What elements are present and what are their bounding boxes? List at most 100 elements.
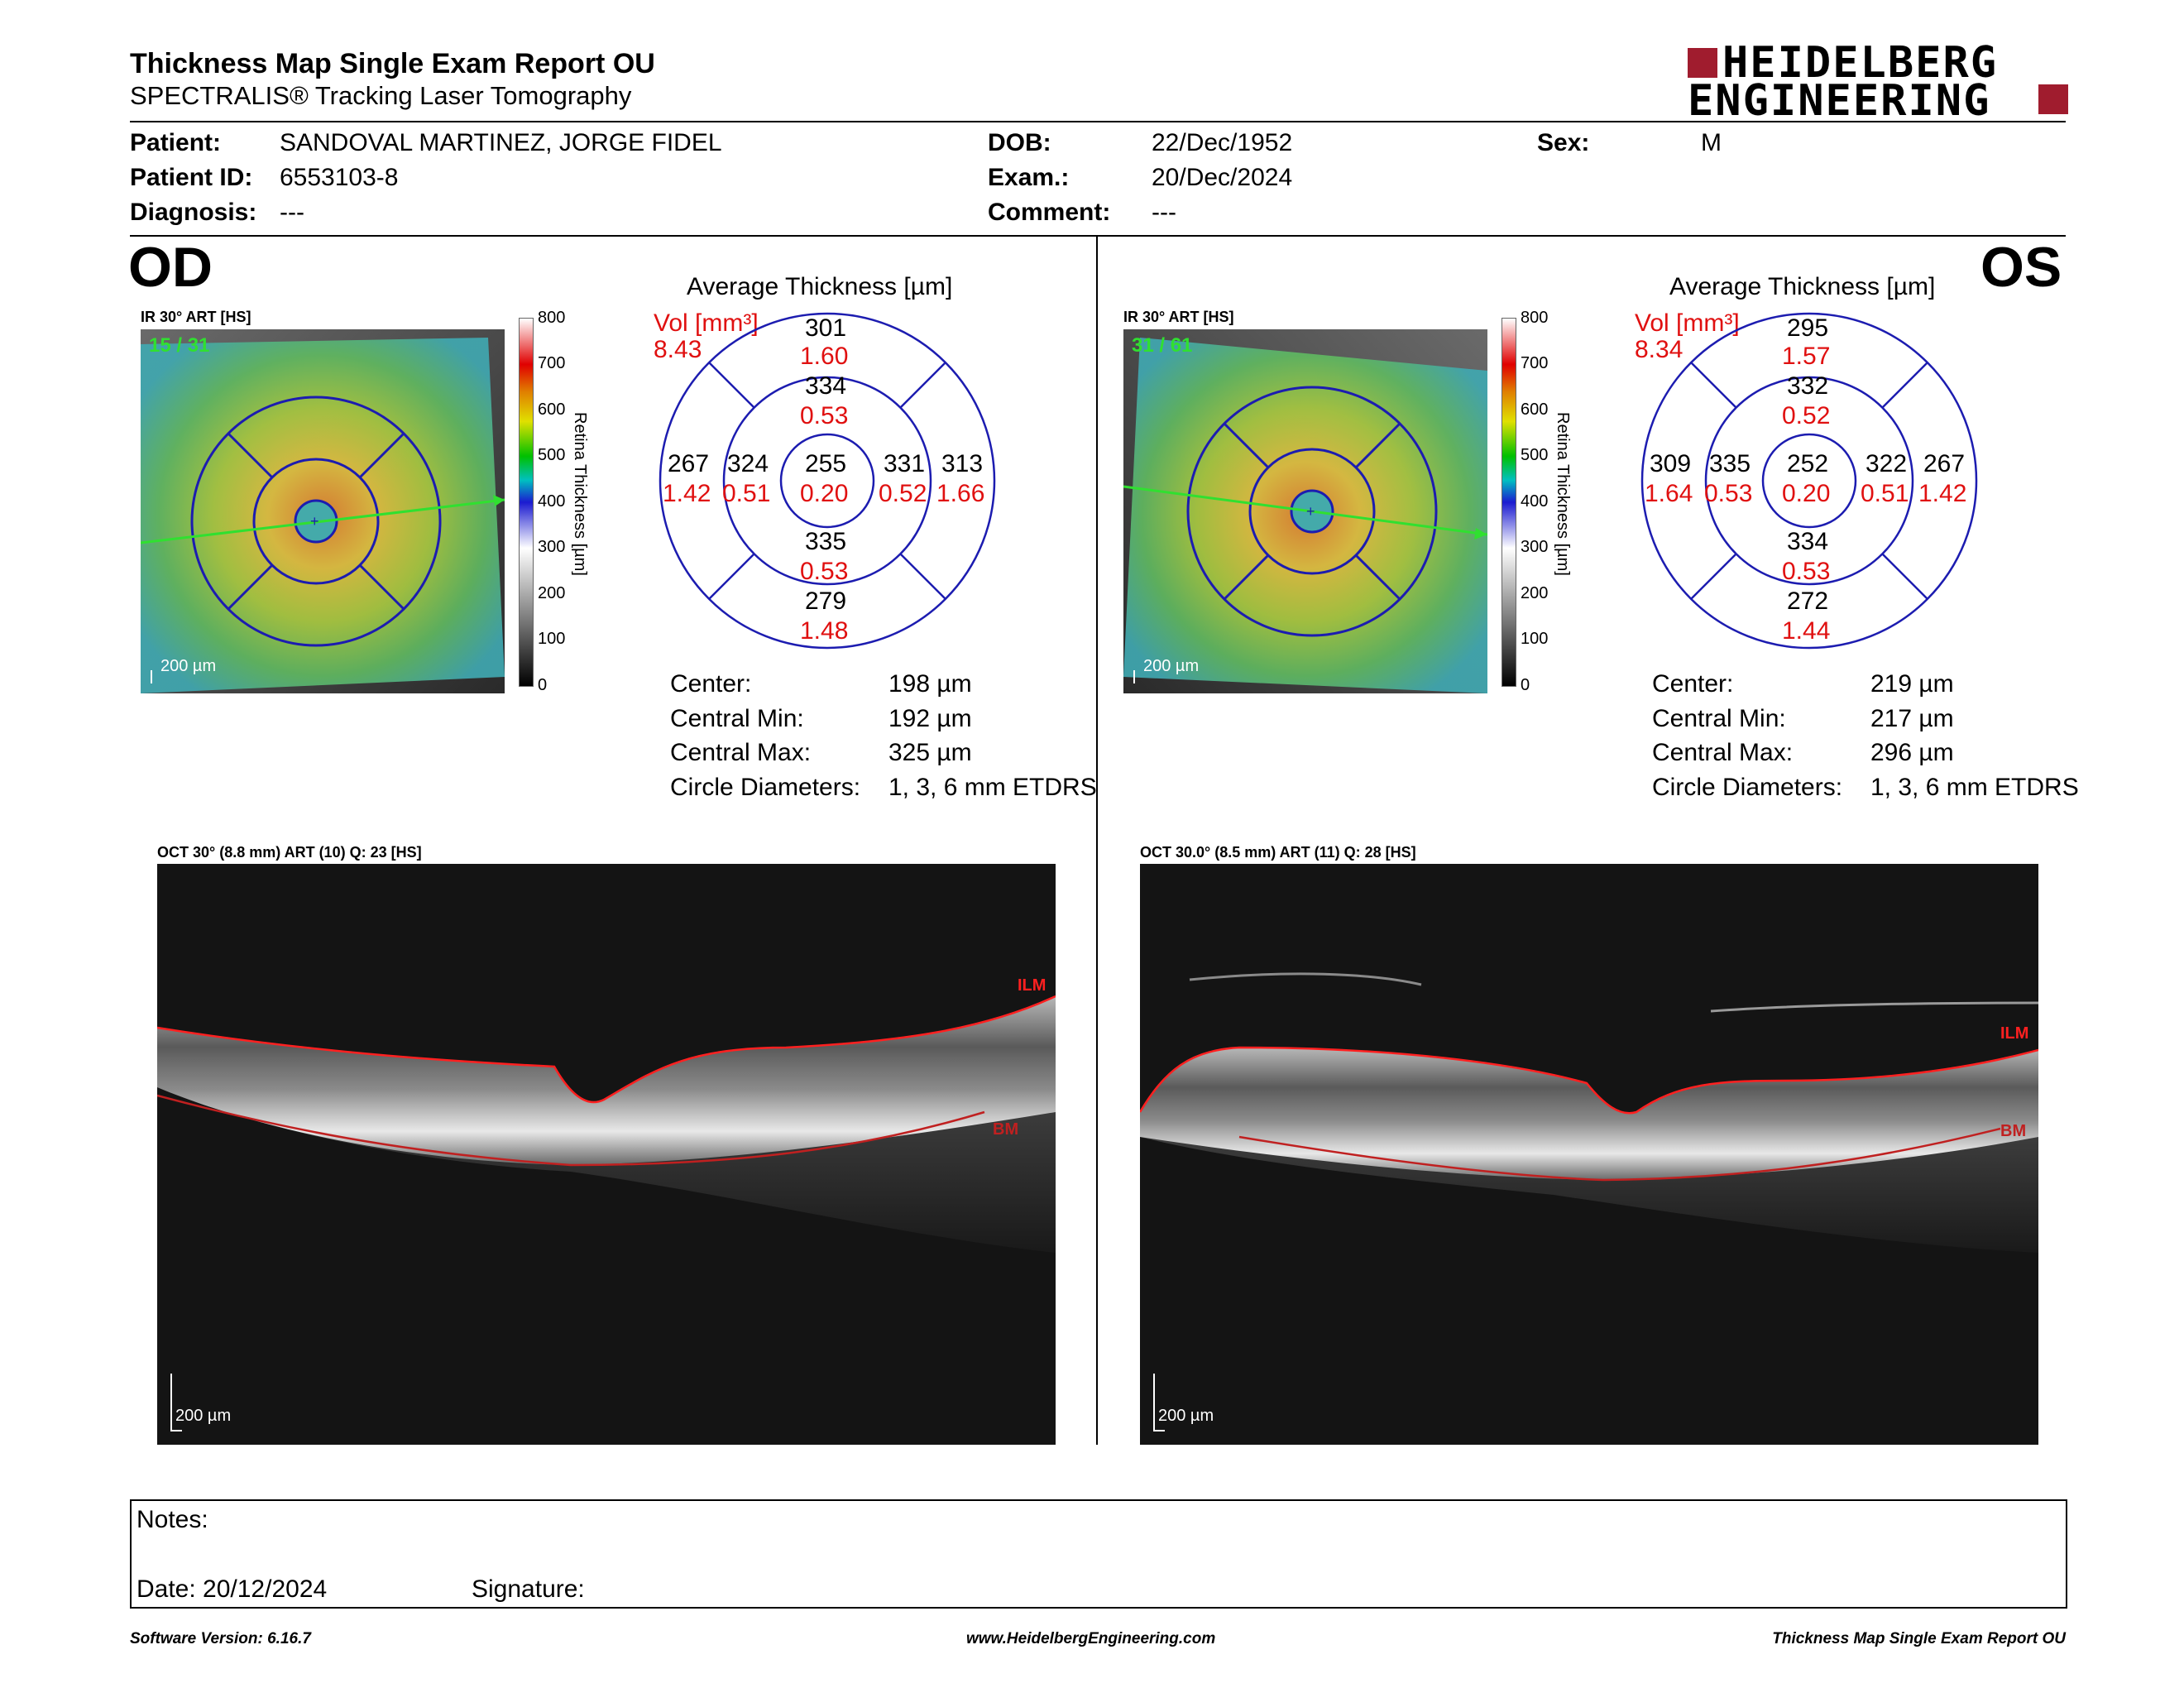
os-sup-outer-volume: 1.57	[1782, 343, 1831, 370]
od-center-volume: 0.20	[800, 480, 849, 507]
os-sup-inner-volume: 0.52	[1782, 402, 1831, 429]
od-sup-inner-thickness: 334	[805, 372, 847, 400]
od-fundus-scale: 200 µm	[160, 657, 217, 675]
os-temp-outer-volume: 1.64	[1645, 480, 1693, 507]
od-temp-inner-volume: 0.51	[722, 480, 771, 507]
od-temp-inner-thickness: 324	[727, 450, 769, 477]
os-colorbar-label: Retina Thickness [µm]	[1554, 412, 1572, 576]
od-circle-diam-value: 1, 3, 6 mm ETDRS	[888, 774, 1097, 801]
notes-box	[130, 1499, 2067, 1609]
patient-id-label: Patient ID:	[130, 164, 253, 191]
patient-id-value: 6553103-8	[280, 164, 399, 191]
os-temp-inner-thickness: 335	[1709, 450, 1751, 477]
dob-label: DOB:	[988, 129, 1051, 156]
diagnosis-label: Diagnosis:	[130, 199, 257, 226]
os-oct-label: OCT 30.0° (8.5 mm) ART (11) Q: 28 [HS]	[1140, 844, 1416, 861]
od-nas-outer-thickness: 313	[941, 450, 984, 477]
od-inf-inner-volume: 0.53	[800, 558, 849, 585]
os-center-value: 219 µm	[1870, 670, 1954, 698]
od-temp-outer-thickness: 267	[668, 450, 710, 477]
os-oct-bm-label: BM	[2000, 1122, 2027, 1140]
os-etdrs-grid	[1640, 312, 1978, 650]
od-center-label: Center:	[670, 670, 752, 698]
os-eye-label: OS	[1980, 236, 2062, 299]
od-oct-bscan: ILM BM 200 µm	[157, 864, 1056, 1445]
od-inf-outer-thickness: 279	[805, 587, 847, 615]
os-cb-tick: 0	[1521, 676, 1530, 694]
od-cb-tick: 500	[538, 446, 566, 464]
od-thickness-colorbar	[519, 318, 534, 687]
svg-text:+: +	[1306, 503, 1315, 520]
os-cb-tick: 600	[1521, 400, 1549, 419]
comment-value: ---	[1152, 199, 1176, 226]
od-sup-outer-volume: 1.60	[800, 343, 849, 370]
od-inf-outer-volume: 1.48	[800, 617, 849, 645]
od-cb-tick: 100	[538, 630, 566, 648]
notes-label: Notes:	[136, 1506, 208, 1533]
od-colorbar-label: Retina Thickness [µm]	[571, 412, 589, 576]
os-sup-inner-thickness: 332	[1787, 372, 1829, 400]
report-title: Thickness Map Single Exam Report OU	[130, 48, 655, 79]
os-oct-scalebar	[1153, 1374, 1155, 1431]
os-cb-tick: 100	[1521, 630, 1549, 648]
os-avg-thickness-title: Average Thickness [µm]	[1669, 273, 1936, 300]
footer-website: www.HeidelbergEngineering.com	[966, 1630, 1216, 1647]
os-cb-tick: 500	[1521, 446, 1549, 464]
os-center-thickness: 252	[1787, 450, 1829, 477]
od-inf-inner-thickness: 335	[805, 528, 847, 555]
comment-label: Comment:	[988, 199, 1111, 226]
od-cb-tick: 700	[538, 354, 566, 372]
od-fundus-scalebar	[151, 670, 152, 683]
od-cb-tick: 200	[538, 584, 566, 602]
os-center-label: Center:	[1652, 670, 1734, 698]
notes-date: Date: 20/12/2024	[136, 1575, 328, 1603]
notes-signature: Signature:	[472, 1575, 585, 1603]
od-nas-inner-thickness: 331	[884, 450, 926, 477]
od-cb-tick: 300	[538, 538, 566, 556]
os-central-min-label: Central Min:	[1652, 705, 1786, 732]
logo-square-top	[1688, 48, 1717, 78]
os-fundus-scalebar	[1133, 670, 1135, 683]
os-inf-inner-volume: 0.53	[1782, 558, 1831, 585]
os-central-min-value: 217 µm	[1870, 705, 1954, 732]
footer-report-name: Thickness Map Single Exam Report OU	[1772, 1630, 2066, 1647]
os-cb-tick: 700	[1521, 354, 1549, 372]
od-eye-label: OD	[128, 236, 213, 299]
od-sup-outer-thickness: 301	[805, 314, 847, 342]
os-circle-diam-label: Circle Diameters:	[1652, 774, 1843, 801]
os-fundus-label: IR 30° ART [HS]	[1123, 309, 1234, 325]
os-temp-outer-thickness: 309	[1650, 450, 1692, 477]
od-oct-ilm-label: ILM	[1018, 976, 1046, 995]
os-fundus-image: + 31 / 61 200 µm	[1123, 329, 1487, 693]
os-nas-outer-thickness: 267	[1923, 450, 1966, 477]
logo-word-top: HEIDELBERG	[1722, 38, 1999, 88]
od-oct-bm-label: BM	[993, 1120, 1019, 1139]
od-central-min-label: Central Min:	[670, 705, 804, 732]
od-nas-inner-volume: 0.52	[879, 480, 927, 507]
od-vol-label: Vol [mm³]	[654, 309, 759, 337]
od-sup-inner-volume: 0.53	[800, 402, 849, 429]
os-central-max-value: 296 µm	[1870, 739, 1954, 766]
od-oct-scalebar	[170, 1374, 172, 1431]
od-cb-tick: 800	[538, 309, 566, 327]
os-central-max-label: Central Max:	[1652, 739, 1794, 766]
os-inf-inner-thickness: 334	[1787, 528, 1829, 555]
exam-label: Exam.:	[988, 164, 1070, 191]
diagnosis-value: ---	[280, 199, 304, 226]
sex-label: Sex:	[1537, 129, 1590, 156]
header-rule	[130, 121, 2066, 122]
os-inf-outer-thickness: 272	[1787, 587, 1829, 615]
os-cb-tick: 300	[1521, 538, 1549, 556]
od-circle-diam-label: Circle Diameters:	[670, 774, 861, 801]
os-nas-inner-volume: 0.51	[1861, 480, 1909, 507]
os-fundus-scale: 200 µm	[1143, 657, 1200, 675]
os-oct-scale: 200 µm	[1158, 1407, 1214, 1425]
logo-word-bottom: ENGINEERING	[1688, 76, 1991, 126]
od-center-thickness: 255	[805, 450, 847, 477]
od-cb-tick: 600	[538, 400, 566, 419]
os-cb-tick: 200	[1521, 584, 1549, 602]
os-cb-tick: 800	[1521, 309, 1549, 327]
os-cb-tick: 400	[1521, 492, 1549, 511]
od-oct-scalebar-foot	[170, 1430, 182, 1431]
os-center-volume: 0.20	[1782, 480, 1831, 507]
